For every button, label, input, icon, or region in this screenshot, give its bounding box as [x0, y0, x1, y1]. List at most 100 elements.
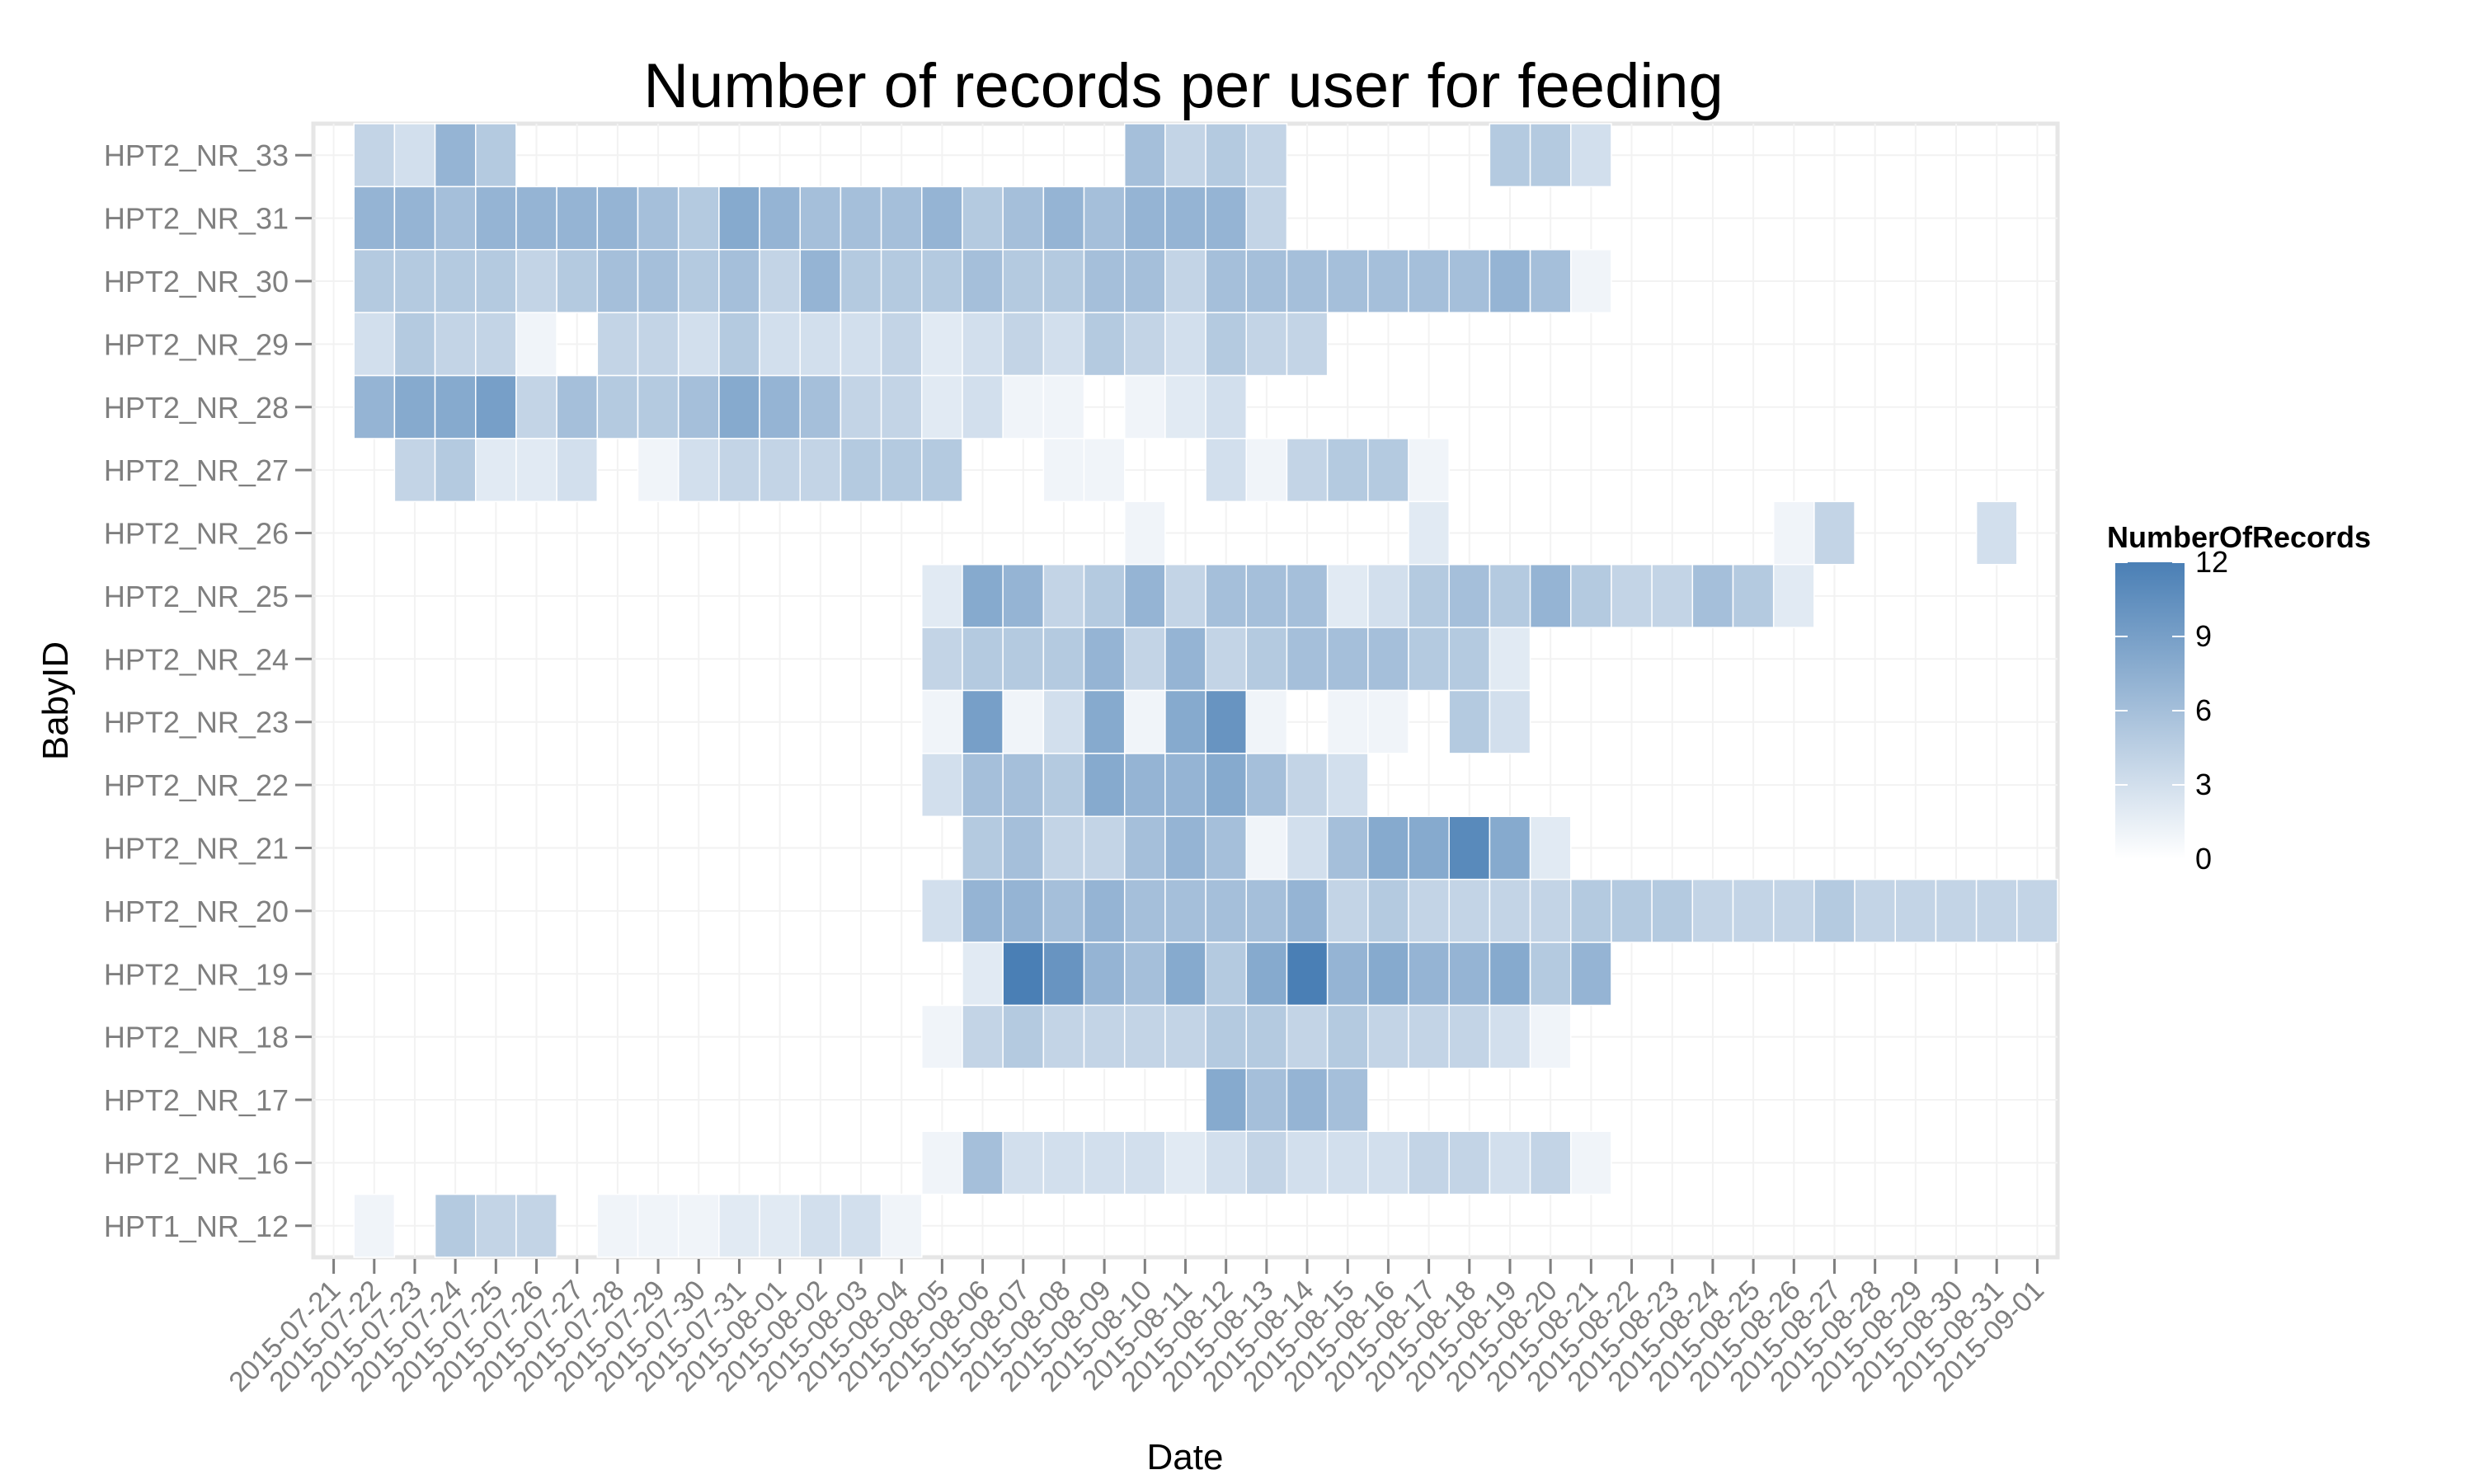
heatmap-cell — [1408, 500, 1450, 566]
heatmap-cell — [434, 438, 477, 503]
heatmap-cell — [1205, 878, 1248, 943]
heatmap-cell — [1286, 438, 1329, 503]
heatmap-cell — [1083, 942, 1126, 1007]
heatmap-cell — [759, 186, 801, 251]
heatmap-cell — [921, 627, 963, 692]
heatmap-cell — [1123, 878, 1166, 943]
heatmap-cell — [1164, 563, 1206, 628]
heatmap-cell — [1489, 123, 1531, 188]
heatmap-cell — [1489, 815, 1531, 881]
heatmap-cell — [1367, 878, 1409, 943]
heatmap-cell — [962, 249, 1004, 313]
heatmap-cell — [921, 374, 963, 439]
heatmap-cell — [880, 249, 923, 313]
heatmap-cell — [1123, 627, 1166, 692]
heatmap-cell — [1002, 627, 1045, 692]
heatmap-cell — [799, 186, 842, 251]
heatmap-cell — [353, 186, 396, 251]
heatmap-cell — [1002, 374, 1045, 439]
heatmap-cell — [1408, 249, 1450, 313]
heatmap-cell — [1570, 563, 1612, 628]
heatmap-cell — [1123, 689, 1166, 754]
heatmap-cell — [1326, 249, 1369, 313]
y-axis-tick-labels: HPT2_NR_33 HPT2_NR_31 HPT2_NR_30 HPT2_NR_29… — [104, 139, 312, 1243]
heatmap-cell — [1975, 878, 2018, 943]
heatmap-cell — [1286, 1004, 1329, 1069]
heatmap-cell — [1042, 1130, 1085, 1195]
y-tick-label: HPT2_NR_26 — [104, 517, 289, 551]
heatmap-cell — [1489, 249, 1531, 313]
heatmap-cell — [1489, 1004, 1531, 1069]
heatmap-cell — [880, 374, 923, 439]
heatmap-cell — [1408, 942, 1450, 1007]
legend-tick-label: 12 — [2195, 545, 2228, 579]
heatmap-cell — [596, 374, 639, 439]
heatmap-cell — [515, 438, 557, 503]
heatmap-cell — [1286, 1068, 1329, 1132]
heatmap-cell — [1448, 815, 1491, 881]
heatmap-cell — [1002, 1130, 1045, 1195]
heatmap-cell — [474, 186, 517, 251]
heatmap-cell — [962, 689, 1004, 754]
heatmap-cell — [1123, 312, 1166, 377]
heatmap-cell — [1448, 563, 1491, 628]
heatmap-cell — [718, 186, 760, 251]
heatmap-cell — [393, 374, 436, 439]
heatmap-cell — [880, 438, 923, 503]
heatmap-cell — [677, 312, 720, 377]
heatmap-cell — [1772, 500, 1815, 566]
heatmap-cell — [1489, 627, 1531, 692]
heatmap-cell — [1164, 689, 1206, 754]
heatmap-cell — [677, 1193, 720, 1258]
heatmap-cell — [1489, 1130, 1531, 1195]
heatmap-cell — [1408, 438, 1450, 503]
heatmap-cell — [1611, 878, 1653, 943]
heatmap-cell — [1813, 500, 1856, 566]
heatmap-cell — [1083, 689, 1126, 754]
heatmap-cell — [1083, 186, 1126, 251]
chart-title: Number of records per user for feeding — [643, 51, 1724, 121]
heatmap-cell — [1083, 249, 1126, 313]
heatmap-cell — [677, 374, 720, 439]
heatmap-cell — [474, 438, 517, 503]
heatmap-cell — [1123, 1004, 1166, 1069]
heatmap-cell — [718, 1193, 760, 1258]
heatmap-cell — [1245, 753, 1288, 818]
heatmap-cell — [474, 374, 517, 439]
heatmap-cell — [434, 312, 477, 377]
heatmap-cell — [962, 942, 1004, 1007]
heatmap-cell — [1042, 186, 1085, 251]
heatmap-cell — [840, 249, 882, 313]
heatmap-cell — [556, 186, 599, 251]
heatmap-cell — [840, 374, 882, 439]
heatmap-cell — [1367, 689, 1409, 754]
heatmap-cell — [1164, 1004, 1206, 1069]
heatmap-cell — [474, 249, 517, 313]
heatmap-cell — [1164, 878, 1206, 943]
heatmap-cell — [1245, 123, 1288, 188]
heatmap-cell — [1205, 1004, 1248, 1069]
heatmap-cell — [1975, 500, 2018, 566]
heatmap-cell — [1083, 438, 1126, 503]
heatmap-cell — [1570, 123, 1612, 188]
y-tick-label: HPT2_NR_25 — [104, 580, 289, 613]
heatmap-cell — [1529, 878, 1572, 943]
heatmap-cell — [1123, 186, 1166, 251]
heatmap-cell — [880, 1193, 923, 1258]
y-tick-label: HPT2_NR_19 — [104, 957, 289, 991]
heatmap-cell — [921, 878, 963, 943]
heatmap-cell — [1123, 123, 1166, 188]
heatmap-cell — [1367, 627, 1409, 692]
heatmap-cell — [1002, 942, 1045, 1007]
heatmap-cell — [1448, 627, 1491, 692]
heatmap-cell — [1002, 689, 1045, 754]
heatmap-cell — [1448, 942, 1491, 1007]
x-axis-tick-labels: 2015-07-212015-07-222015-07-232015-07-24… — [223, 1259, 2050, 1398]
heatmap-cell — [1164, 374, 1206, 439]
heatmap-cell — [962, 374, 1004, 439]
heatmap-cell — [1570, 878, 1612, 943]
heatmap-cell — [515, 1193, 557, 1258]
heatmap-cell — [962, 186, 1004, 251]
heatmap-cell — [962, 1004, 1004, 1069]
y-tick-label: HPT2_NR_29 — [104, 327, 289, 361]
